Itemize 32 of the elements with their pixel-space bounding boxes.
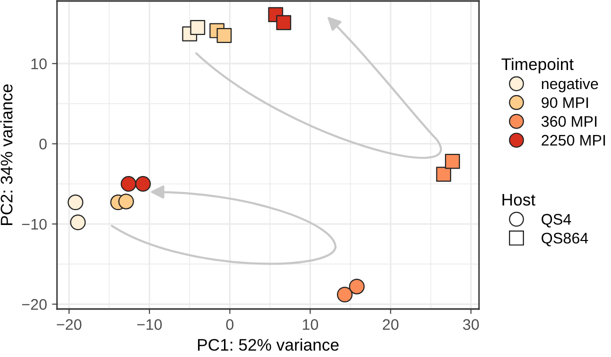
x-tick-label: 10 (302, 319, 318, 330)
point (336, 286, 353, 302)
point (118, 194, 134, 210)
legend-label: 360 MPI (541, 116, 596, 127)
x-tick-label: −10 (137, 319, 162, 330)
point (70, 214, 86, 230)
point (135, 176, 151, 192)
y-tick-label: −20 (22, 299, 47, 310)
y-axis-title: PC2: 34% variance (0, 84, 13, 225)
x-tick-label: 0 (226, 319, 234, 330)
legend-label: negative (542, 78, 598, 92)
point (120, 176, 136, 192)
legend-label: QS864 (542, 232, 588, 246)
y-tick-label: 0 (39, 138, 47, 150)
legend-label: 2250 MPI (542, 134, 605, 146)
point (216, 28, 232, 43)
y-tick-label: −10 (22, 218, 47, 230)
point (276, 15, 292, 30)
x-axis-title: PC1: 52% variance (198, 338, 339, 351)
point (444, 154, 460, 169)
x-tick-label: 20 (382, 319, 398, 330)
y-tick-label: 10 (31, 58, 47, 70)
point (348, 278, 365, 294)
x-tick-label: −20 (56, 319, 82, 330)
text: Timepoint (502, 58, 574, 74)
legend-label: 90 MPI (542, 97, 588, 108)
text: Host (502, 194, 536, 206)
legend-label: QS4 (542, 214, 572, 228)
point (190, 20, 206, 35)
point (68, 194, 84, 210)
x-tick-label: 30 (463, 319, 479, 330)
point (436, 166, 452, 182)
